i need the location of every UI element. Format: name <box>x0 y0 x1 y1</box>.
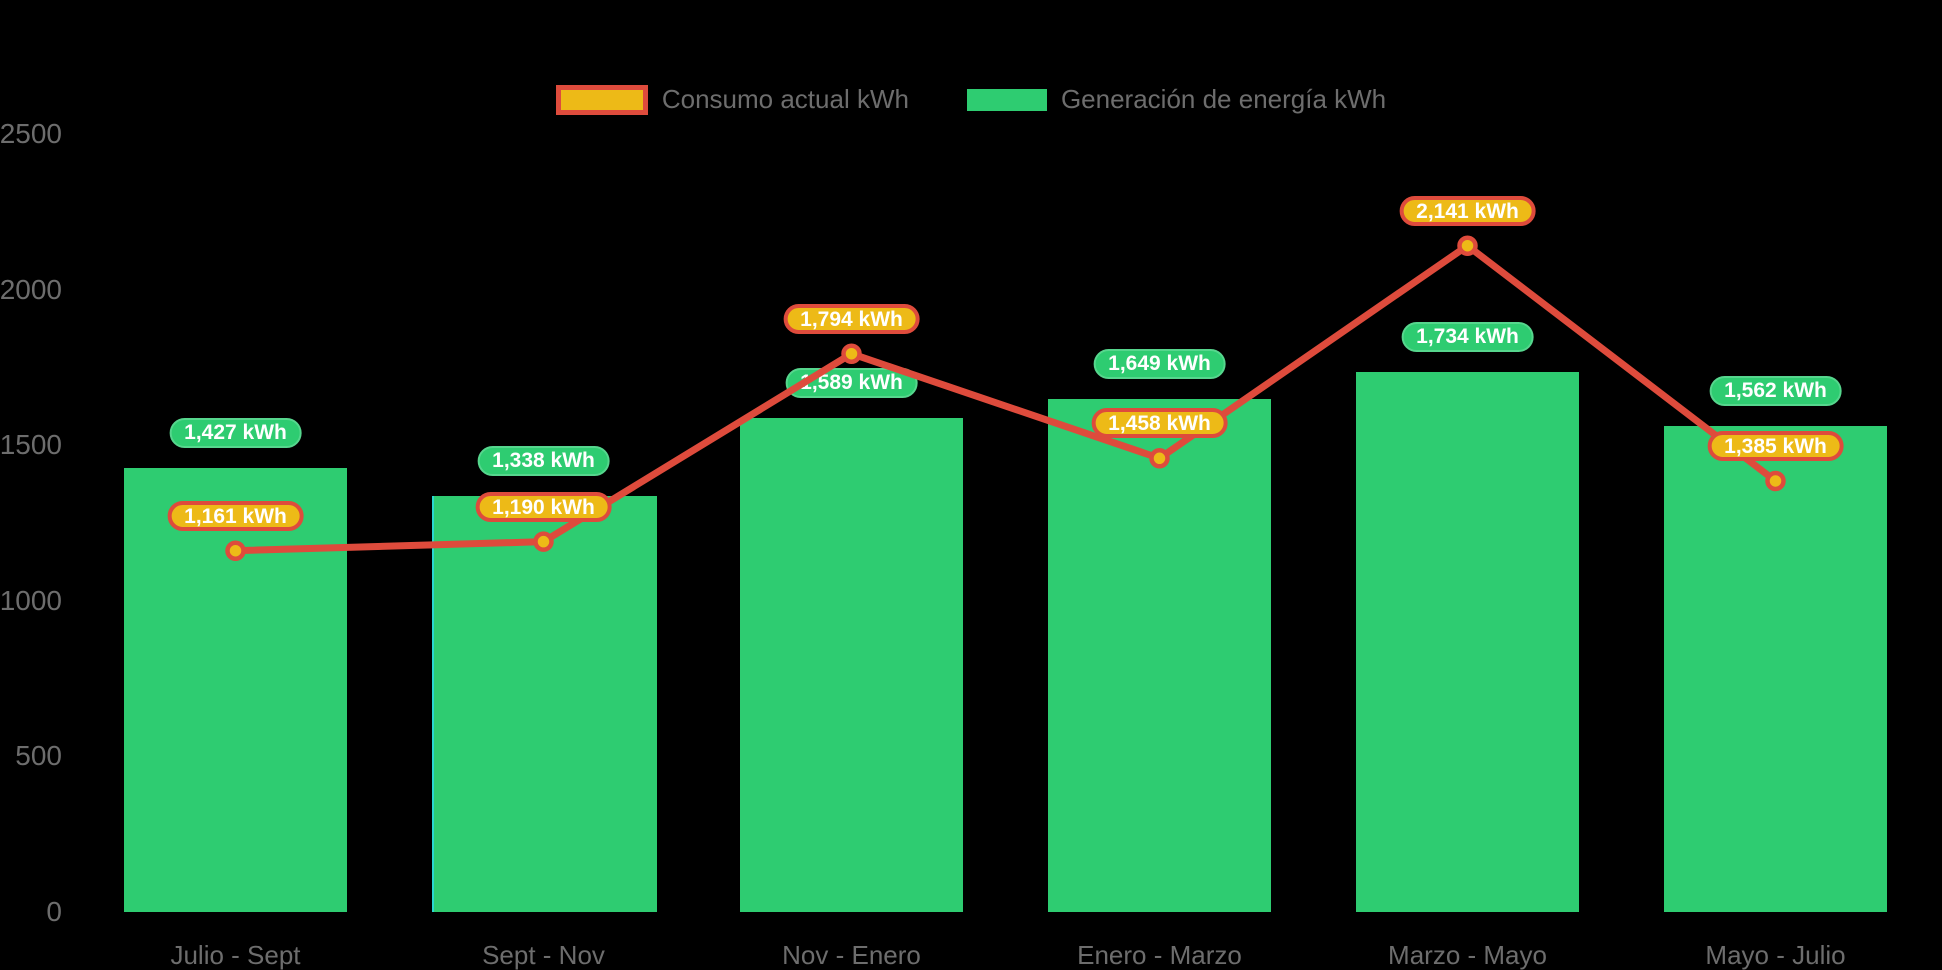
line-value-label: 1,161 kWh <box>167 500 304 531</box>
legend-label-consumo: Consumo actual kWh <box>661 84 909 114</box>
y-axis-tick-label: 1500 <box>0 429 62 461</box>
consumo-point-6[interactable] <box>1765 470 1786 492</box>
x-axis-category-label: Enero - Marzo <box>1077 940 1242 970</box>
bar-generacion-4[interactable] <box>1048 398 1271 912</box>
y-axis-tick-label: 500 <box>15 740 62 772</box>
line-value-label: 1,794 kWh <box>783 303 920 334</box>
consumo-point-4[interactable] <box>1149 448 1170 469</box>
bar-generacion-3[interactable] <box>740 417 963 912</box>
y-axis-tick-label: 0 <box>46 896 62 927</box>
bar-generacion-1[interactable] <box>124 467 347 912</box>
line-value-label: 1,458 kWh <box>1091 408 1228 439</box>
bar-value-label: 1,589 kWh <box>785 367 918 398</box>
bar-generacion-6[interactable] <box>1664 425 1887 912</box>
x-axis-category-label: Mayo - Julio <box>1705 940 1846 970</box>
bar-generacion-2[interactable] <box>432 495 657 912</box>
consumo-point-2[interactable] <box>533 531 554 552</box>
x-axis-category-label: Julio - Sept <box>170 940 301 970</box>
consumo-line-swatch-icon <box>555 84 648 115</box>
consumo-point-1[interactable] <box>225 540 246 561</box>
y-axis-tick-label: 1000 <box>0 584 62 616</box>
line-value-label: 1,385 kWh <box>1707 430 1844 461</box>
bar-value-label: 1,427 kWh <box>169 417 302 448</box>
bar-value-label: 1,562 kWh <box>1709 375 1842 406</box>
legend: Consumo actual kWh Generación de energía… <box>0 84 1942 115</box>
y-axis-tick-label: 2000 <box>0 273 62 305</box>
legend-label-generacion: Generación de energía kWh <box>1060 84 1387 114</box>
x-axis-category-label: Nov - Enero <box>782 940 921 970</box>
bar-value-label: 1,734 kWh <box>1401 322 1534 353</box>
x-axis-category-label: Marzo - Mayo <box>1388 940 1547 970</box>
generacion-bar-swatch-icon <box>966 88 1047 111</box>
bar-value-label: 1,649 kWh <box>1093 348 1226 379</box>
consumo-point-3[interactable] <box>841 343 862 364</box>
consumo-point-5[interactable] <box>1457 235 1478 256</box>
line-value-label: 2,141 kWh <box>1399 195 1536 226</box>
line-value-label: 1,190 kWh <box>475 491 612 522</box>
bar-generacion-5[interactable] <box>1356 372 1579 912</box>
legend-item-consumo[interactable]: Consumo actual kWh <box>555 84 909 115</box>
x-axis-category-label: Sept - Nov <box>482 940 605 970</box>
y-axis-tick-label: 2500 <box>0 118 62 149</box>
legend-item-generacion[interactable]: Generación de energía kWh <box>966 84 1387 115</box>
bar-value-label: 1,338 kWh <box>477 445 610 476</box>
